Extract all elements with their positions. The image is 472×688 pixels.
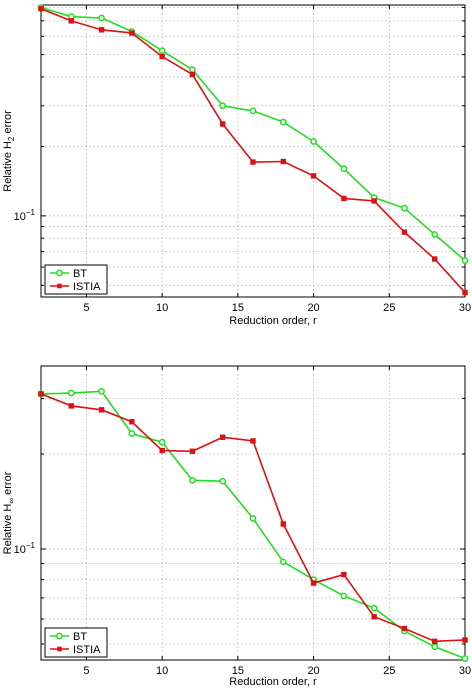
data-point-bt [219,477,227,485]
data-point-bt [158,438,166,446]
series-istia [38,391,468,645]
data-point-istia [280,521,286,527]
data-point-istia [38,6,44,12]
data-point-bt [249,107,257,115]
series-istia [38,6,468,296]
legend-label-istia: ISTIA [73,644,101,656]
data-point-istia [159,53,165,60]
data-point-istia [401,229,408,235]
grid [41,5,466,297]
legend-box [44,627,108,658]
series-line-istia [40,7,466,294]
legend-box [44,264,108,295]
chart-panel-1: 5 10 15 20 25 30 10−1 Reduction order, r Relativ… [2,4,471,327]
data-point-bt [219,102,227,110]
series-line-bt [40,390,466,660]
x-tick-label: 10 [156,302,168,314]
x-tick-label: 10 [156,665,168,677]
plot-frame [40,365,466,661]
series-line-bt [40,6,466,262]
data-point-bt [461,257,469,264]
data-point-istia [310,173,317,179]
data-point-bt [370,604,378,612]
data-point-bt [67,389,75,397]
data-point-bt [249,515,257,522]
data-point-istia [68,18,74,24]
data-point-bt [461,655,469,662]
data-point-istia [98,407,105,413]
x-axis-label: Reduction order, r [229,676,317,688]
x-axis-label: Reduction order, r [229,315,317,327]
data-point-istia [432,256,438,262]
data-point-istia [401,625,408,632]
y-tick-label: 10−1 [14,541,36,556]
series-bt [37,387,469,662]
data-point-istia [68,403,74,409]
data-point-istia [250,438,256,444]
x-tick-label: 15 [232,665,244,677]
data-point-bt [98,14,105,22]
legend-label-bt: BT [73,268,87,280]
data-point-istia [129,30,135,36]
y-axis-label: Relative H2 error [2,110,16,192]
data-point-istia [341,195,347,202]
data-point-istia [432,638,438,645]
x-tick-label: 20 [307,665,319,677]
x-tick-label: 5 [83,665,89,677]
data-point-istia [280,158,286,165]
data-point-istia [159,447,165,454]
data-point-istia [250,159,256,165]
data-point-istia [220,121,226,127]
legend-label-bt: BT [73,631,87,643]
x-tick-label: 20 [307,302,319,314]
x-tick-label: 25 [383,302,395,314]
x-tick-label: 5 [83,302,89,314]
data-point-istia [371,198,377,204]
data-point-istia [129,419,135,425]
chart-panel-2: 5 10 15 20 25 30 10−1 Reduction order, r Relativ… [2,365,471,688]
y-axis-label: Relative H∞ error [2,471,16,554]
legend-marker-bt [56,632,63,640]
plot-frame [40,4,466,298]
x-tick-label: 25 [383,665,395,677]
data-point-bt [431,643,439,651]
y-tick-label: 10−1 [14,208,36,223]
data-point-istia [341,571,347,578]
data-point-istia [462,637,468,643]
data-point-bt [340,165,348,173]
data-point-bt [401,204,408,212]
data-point-istia [189,71,196,78]
x-tick-label: 30 [459,302,471,314]
x-tick-label: 30 [459,665,471,677]
data-point-bt [279,118,287,126]
series-bt [37,4,469,264]
data-point-bt [310,138,317,145]
legend-marker-istia [57,646,62,652]
legend-marker-bt [56,269,63,277]
data-point-istia [38,391,44,397]
data-point-istia [98,27,105,33]
legend-label-istia: ISTIA [73,281,101,293]
data-point-bt [158,47,166,54]
data-point-bt [189,66,196,74]
data-point-bt [189,477,196,484]
data-point-bt [431,231,439,238]
grid [41,366,466,660]
data-point-istia [310,580,317,586]
data-point-bt [340,592,348,600]
data-point-bt [279,558,287,566]
data-point-istia [371,614,377,620]
legend-marker-istia [57,283,62,289]
data-point-bt [128,430,136,437]
data-point-istia [220,434,226,440]
data-point-istia [189,448,196,454]
data-point-bt [98,387,105,395]
x-tick-label: 15 [232,302,244,314]
data-point-istia [462,289,468,296]
